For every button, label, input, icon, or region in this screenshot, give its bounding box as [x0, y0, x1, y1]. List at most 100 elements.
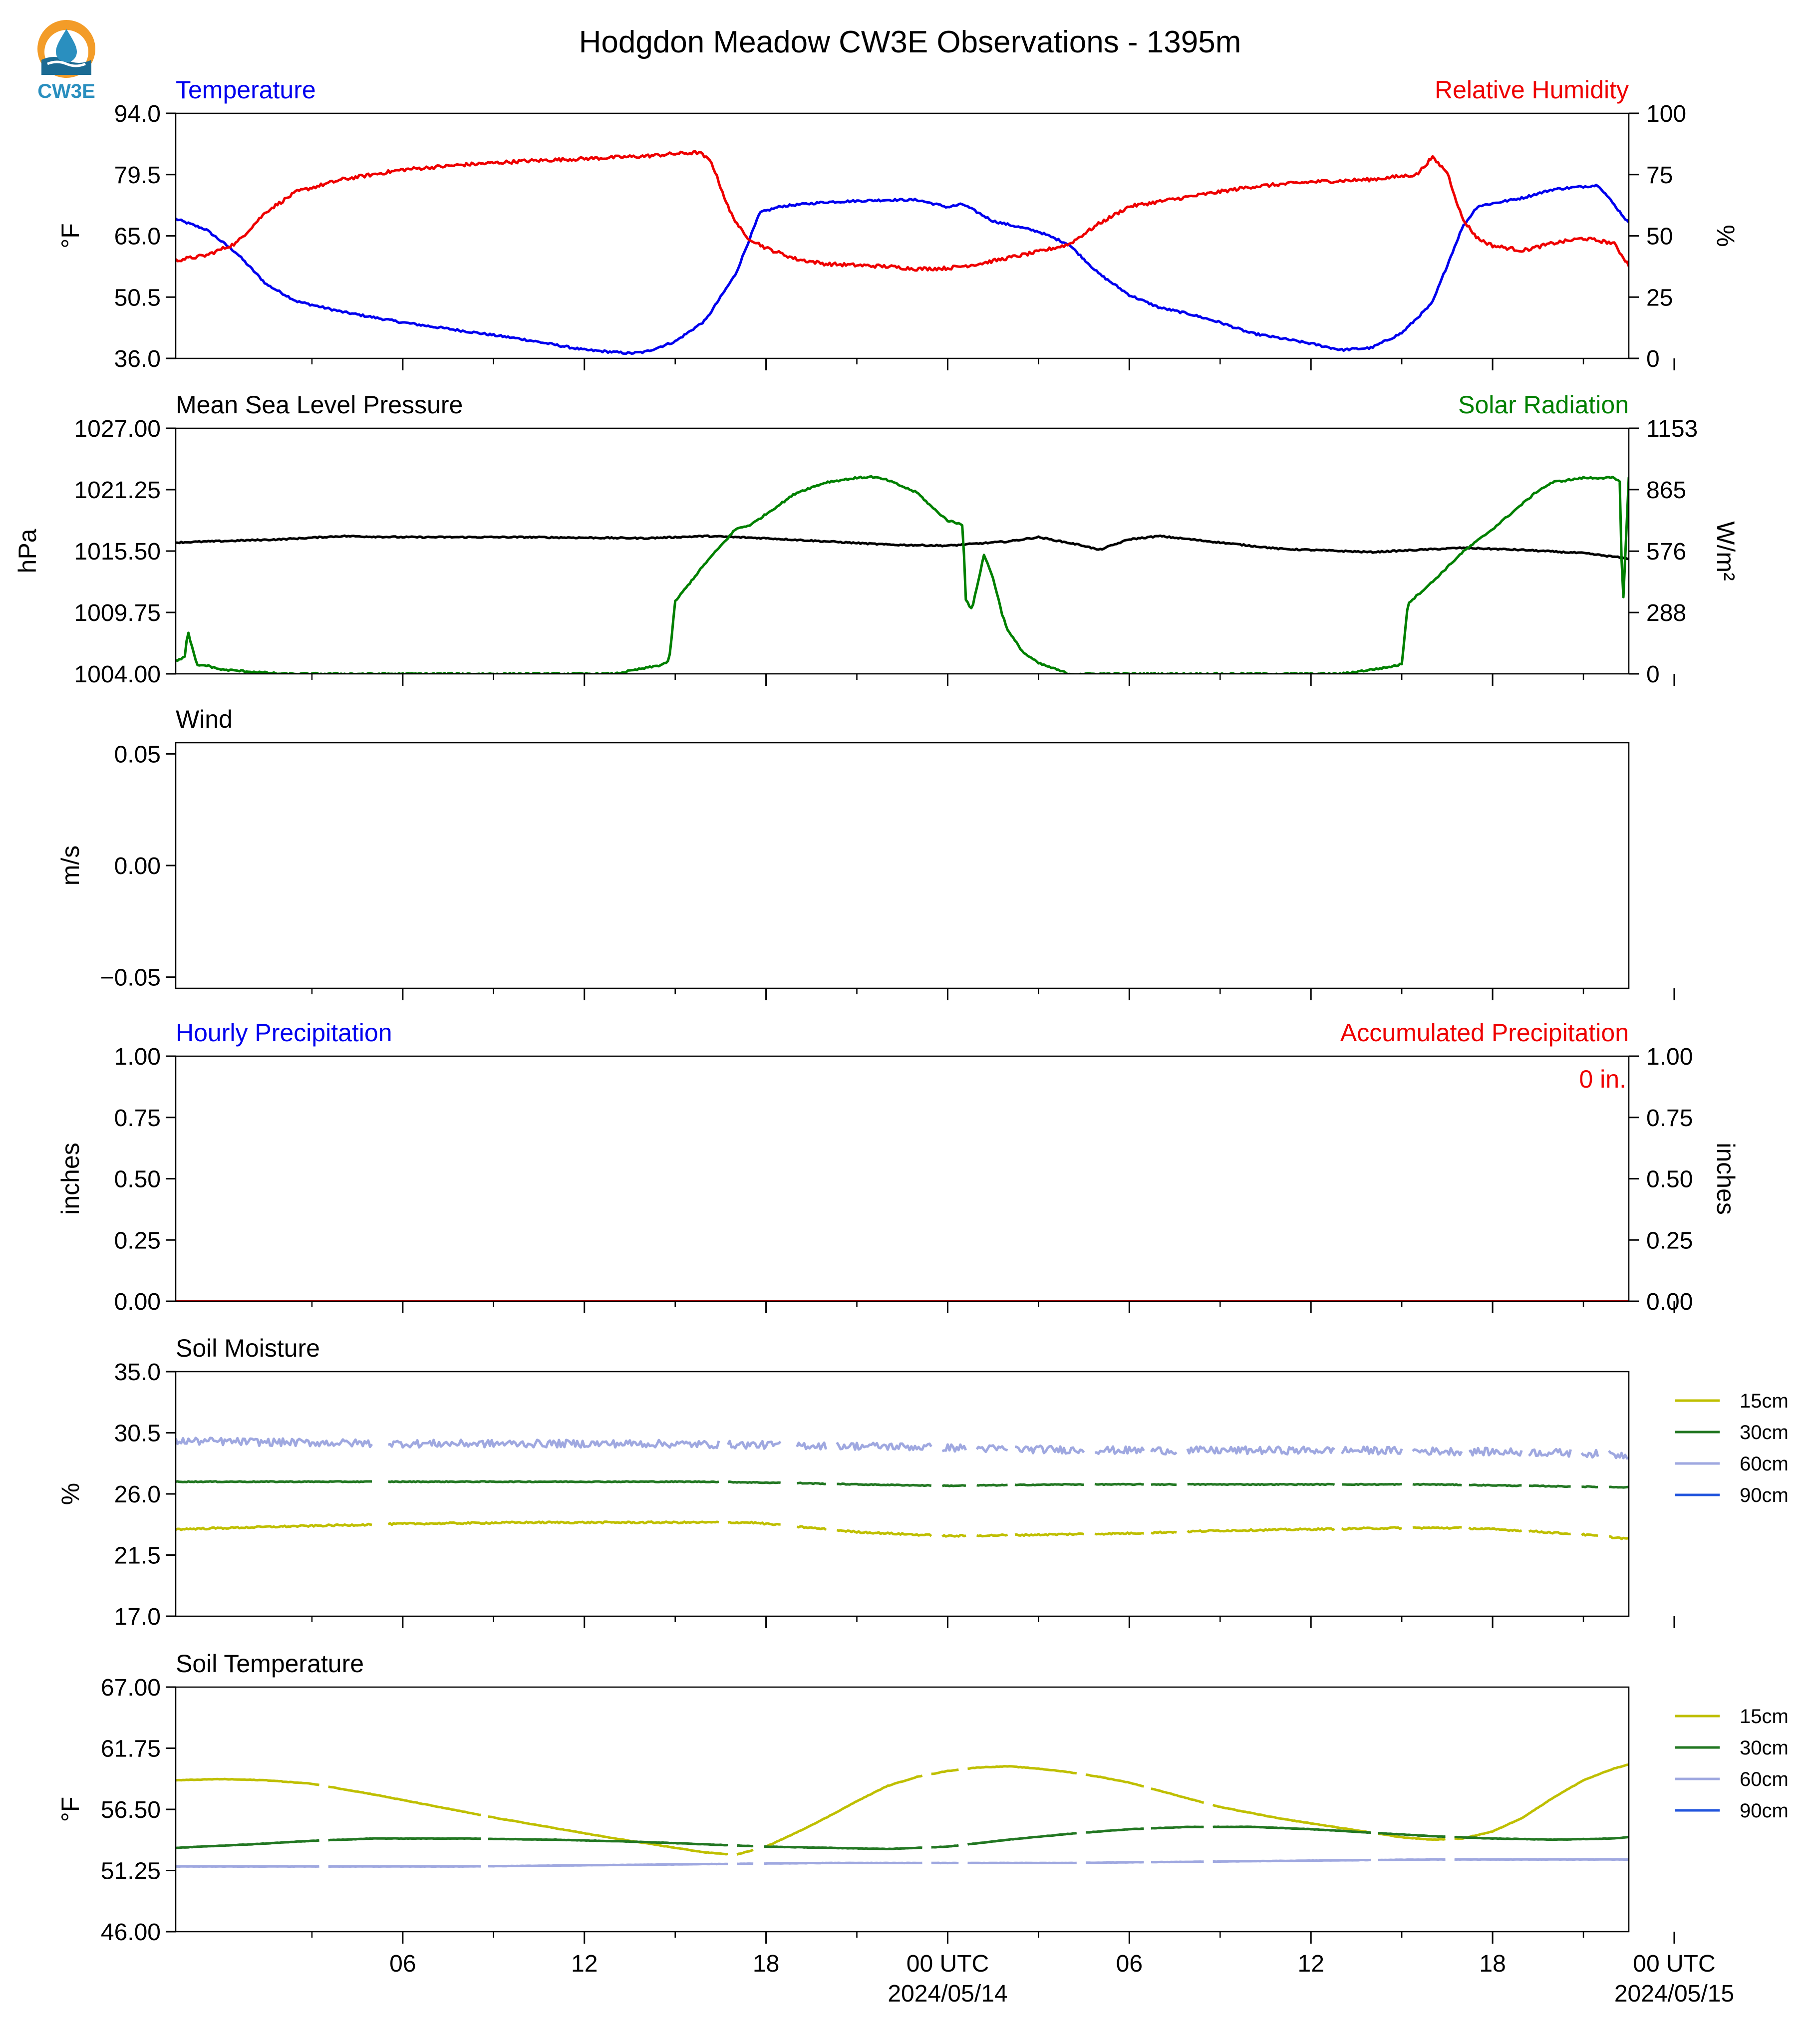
y-tick-label: 26.0 [114, 1481, 161, 1508]
series-mean-sea-level-pressure [176, 534, 1629, 561]
y-tick-label: 1021.25 [74, 477, 161, 504]
series-group [176, 150, 1629, 355]
y-axis-label: inches [56, 1143, 84, 1215]
y-tick-label: 0.00 [114, 1289, 161, 1315]
cw3e-logo: CW3E [37, 20, 95, 102]
x-axis-labels: 06 12 18 00 UTC 2024/05/14 06 12 18 00 UTC 2024/0… [389, 1951, 1734, 2007]
y-tick-label: 61.75 [101, 1736, 161, 1762]
panel-title-left: Soil Moisture [176, 1334, 320, 1362]
y-axis-label: °F [56, 223, 84, 249]
legend-label: 90cm [1740, 1484, 1789, 1506]
y-tick-label-right: 100 [1646, 101, 1686, 127]
series-solar-radiation [176, 475, 1629, 674]
panel-title-right: Accumulated Precipitation [1340, 1019, 1629, 1047]
panel-title-left: Mean Sea Level Pressure [176, 391, 463, 419]
y-tick-label: 0.05 [114, 741, 161, 768]
y-tick-label-right: 0 [1646, 661, 1660, 688]
series-group [176, 1437, 1629, 1540]
panel-title-left: Hourly Precipitation [176, 1019, 392, 1047]
legend-label: 60cm [1740, 1768, 1789, 1790]
series-60cm [176, 1437, 1629, 1460]
y-tick-label: 17.0 [114, 1604, 161, 1630]
y-tick-label-right: 0.00 [1646, 1289, 1693, 1315]
y-axis-label: °F [56, 1797, 84, 1822]
panel-soil_temperature: 46.00 51.25 56.50 61.75 67.00 Soil Temperatur… [56, 1650, 1789, 1946]
y-axis-label: hPa [13, 529, 41, 573]
y-tick-label-right: 576 [1646, 539, 1686, 565]
panels: 36.0 50.5 65.0 79.5 94.0 0 25 50 75 100 Temperatur… [13, 76, 1789, 1946]
x-tick-date: 2024/05/15 [1614, 1981, 1734, 2007]
y-tick-label-right: 0 [1646, 346, 1660, 372]
x-tick-label: 18 [1479, 1951, 1506, 1977]
y-tick-label: 30.5 [114, 1421, 161, 1447]
y-tick-label: 50.5 [114, 285, 161, 311]
legend-label: 60cm [1740, 1453, 1789, 1475]
y-tick-label-right: 1.00 [1646, 1044, 1693, 1070]
series-15cm [176, 1763, 1629, 1856]
y-tick-label: 0.50 [114, 1166, 161, 1193]
y-axis-label: % [56, 1483, 84, 1505]
y-tick-label: 56.50 [101, 1797, 161, 1823]
series-group [176, 475, 1629, 674]
series-temperature [176, 183, 1629, 355]
legend-label: 15cm [1740, 1706, 1789, 1728]
y-axis-label-right: W/m² [1712, 521, 1740, 580]
legend: 15cm 30cm 60cm 90cm [1675, 1706, 1789, 1822]
panel-title-left: Wind [176, 705, 233, 733]
series-30cm [176, 1825, 1629, 1850]
cw3e-droplet-logo-icon [37, 20, 95, 78]
legend: 15cm 30cm 60cm 90cm [1675, 1390, 1789, 1506]
panel-wind: −0.05 0.00 0.05 Wind m/s [56, 705, 1675, 1000]
y-axis-label-right: % [1712, 225, 1740, 247]
series-relative-humidity [176, 150, 1629, 272]
y-tick-label: 21.5 [114, 1543, 161, 1569]
y-tick-label: 51.25 [101, 1858, 161, 1885]
y-axis-label-right: inches [1712, 1143, 1740, 1215]
panel-title-right: Solar Radiation [1458, 391, 1629, 419]
series-30cm [176, 1480, 1629, 1489]
y-axis-label: m/s [56, 846, 84, 886]
y-tick-label: 79.5 [114, 162, 161, 189]
x-tick-label: 00 UTC [907, 1951, 989, 1977]
y-tick-label-right: 0.50 [1646, 1166, 1693, 1193]
legend-label: 30cm [1740, 1737, 1789, 1759]
y-tick-label-right: 75 [1646, 162, 1673, 189]
x-tick-label: 12 [571, 1951, 598, 1977]
y-tick-label: 46.00 [101, 1919, 161, 1946]
y-tick-label-right: 0.25 [1646, 1227, 1693, 1254]
y-tick-label: 1027.00 [74, 416, 161, 442]
series-15cm [176, 1520, 1629, 1540]
panel-title-left: Soil Temperature [176, 1650, 364, 1678]
panel-pressure_solar: 1004.00 1009.75 1015.50 1021.25 1027.00 0 288 5… [13, 391, 1740, 688]
y-tick-label: 1015.50 [74, 539, 161, 565]
y-tick-label-right: 1153 [1646, 416, 1698, 442]
y-tick-label: 1.00 [114, 1044, 161, 1070]
y-tick-label: 0.25 [114, 1227, 161, 1254]
y-tick-label-right: 25 [1646, 285, 1673, 311]
x-tick-date: 2024/05/14 [888, 1981, 1007, 2007]
x-tick-label: 18 [753, 1951, 779, 1977]
legend-label: 90cm [1740, 1800, 1789, 1822]
panel-temp_rh: 36.0 50.5 65.0 79.5 94.0 0 25 50 75 100 Temperatur… [56, 76, 1740, 372]
y-tick-label: 35.0 [114, 1359, 161, 1386]
panel-soil_moisture: 17.0 21.5 26.0 30.5 35.0 Soil Moisture% 15cm 30… [56, 1334, 1789, 1630]
y-tick-label-right: 0.75 [1646, 1105, 1693, 1132]
y-tick-label: 65.0 [114, 224, 161, 250]
y-tick-label: 1004.00 [74, 661, 161, 688]
logo-text: CW3E [37, 80, 95, 102]
x-tick-label: 12 [1298, 1951, 1324, 1977]
series-60cm [176, 1858, 1629, 1868]
panel-title-right: Relative Humidity [1435, 76, 1629, 104]
y-tick-label: −0.05 [100, 965, 161, 991]
y-tick-label: 36.0 [114, 346, 161, 372]
x-tick-label: 00 UTC [1633, 1951, 1715, 1977]
y-tick-label: 1009.75 [74, 600, 161, 626]
y-tick-label: 0.75 [114, 1105, 161, 1132]
x-tick-label: 06 [1116, 1951, 1143, 1977]
figure-title: Hodgdon Meadow CW3E Observations - 1395m [579, 25, 1241, 59]
x-tick-label: 06 [389, 1951, 416, 1977]
y-tick-label-right: 288 [1646, 600, 1686, 626]
y-tick-label-right: 865 [1646, 477, 1686, 504]
y-tick-label-right: 50 [1646, 224, 1673, 250]
